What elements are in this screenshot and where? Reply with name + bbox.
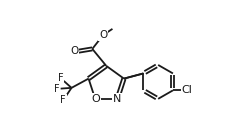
Text: F: F — [60, 95, 65, 105]
Text: O: O — [99, 30, 107, 40]
Text: O: O — [90, 94, 99, 104]
Text: F: F — [58, 73, 63, 83]
Text: N: N — [112, 94, 121, 104]
Text: O: O — [70, 46, 78, 56]
Text: F: F — [54, 84, 59, 94]
Text: Cl: Cl — [181, 85, 191, 95]
